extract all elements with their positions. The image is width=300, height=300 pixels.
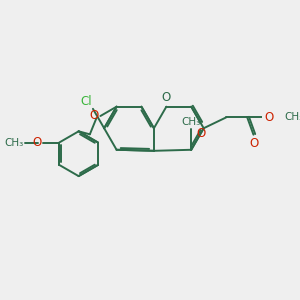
Text: CH₃: CH₃ bbox=[182, 117, 201, 127]
Text: O: O bbox=[32, 136, 41, 149]
Text: O: O bbox=[196, 127, 205, 140]
Text: CH₃: CH₃ bbox=[4, 137, 23, 148]
Text: O: O bbox=[249, 137, 259, 150]
Text: Cl: Cl bbox=[80, 94, 92, 107]
Text: O: O bbox=[90, 110, 99, 122]
Text: O: O bbox=[265, 111, 274, 124]
Text: O: O bbox=[162, 91, 171, 103]
Text: CH₃: CH₃ bbox=[284, 112, 300, 122]
